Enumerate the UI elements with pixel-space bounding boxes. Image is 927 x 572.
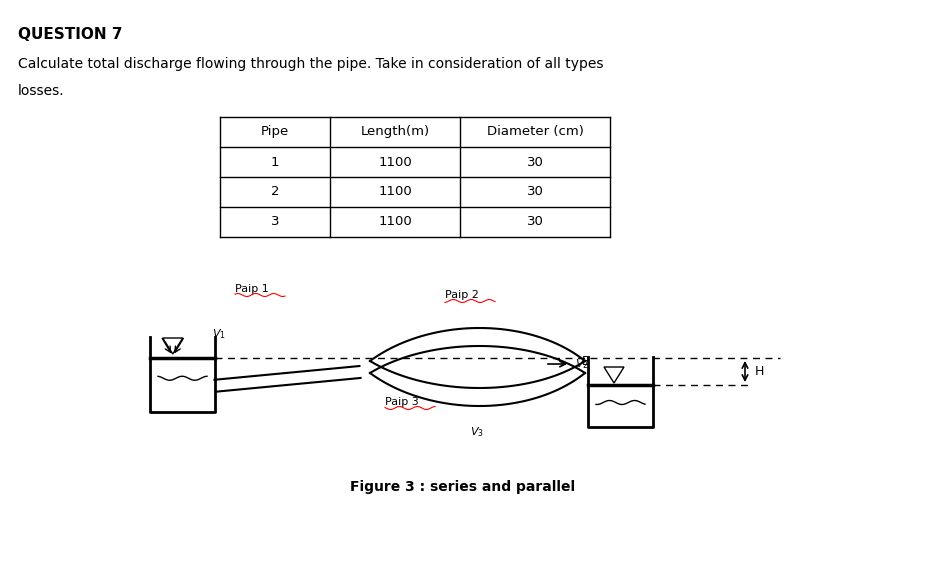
Text: 1100: 1100 — [378, 185, 412, 198]
Text: B: B — [582, 355, 590, 368]
Text: $V_2$: $V_2$ — [575, 357, 589, 371]
Text: 1: 1 — [271, 156, 279, 169]
Text: 30: 30 — [527, 216, 543, 228]
Text: $V_3$: $V_3$ — [470, 425, 484, 439]
Text: 30: 30 — [527, 156, 543, 169]
Text: Calculate total discharge flowing through the pipe. Take in consideration of all: Calculate total discharge flowing throug… — [18, 57, 603, 71]
Text: 2: 2 — [271, 185, 279, 198]
Text: Diameter (cm): Diameter (cm) — [487, 125, 583, 138]
Text: 1100: 1100 — [378, 216, 412, 228]
Text: Paip 1: Paip 1 — [235, 284, 269, 294]
Text: 1100: 1100 — [378, 156, 412, 169]
Text: Figure 3 : series and parallel: Figure 3 : series and parallel — [350, 480, 576, 494]
Text: Pipe: Pipe — [260, 125, 289, 138]
Text: Length(m): Length(m) — [361, 125, 429, 138]
Text: $V_1$: $V_1$ — [212, 327, 226, 341]
Text: losses.: losses. — [18, 84, 65, 98]
Text: QUESTION 7: QUESTION 7 — [18, 27, 122, 42]
Text: 30: 30 — [527, 185, 543, 198]
Text: H: H — [755, 365, 765, 378]
Text: Paip 2: Paip 2 — [445, 290, 479, 300]
Text: 3: 3 — [271, 216, 279, 228]
Text: Paip 3: Paip 3 — [385, 397, 419, 407]
